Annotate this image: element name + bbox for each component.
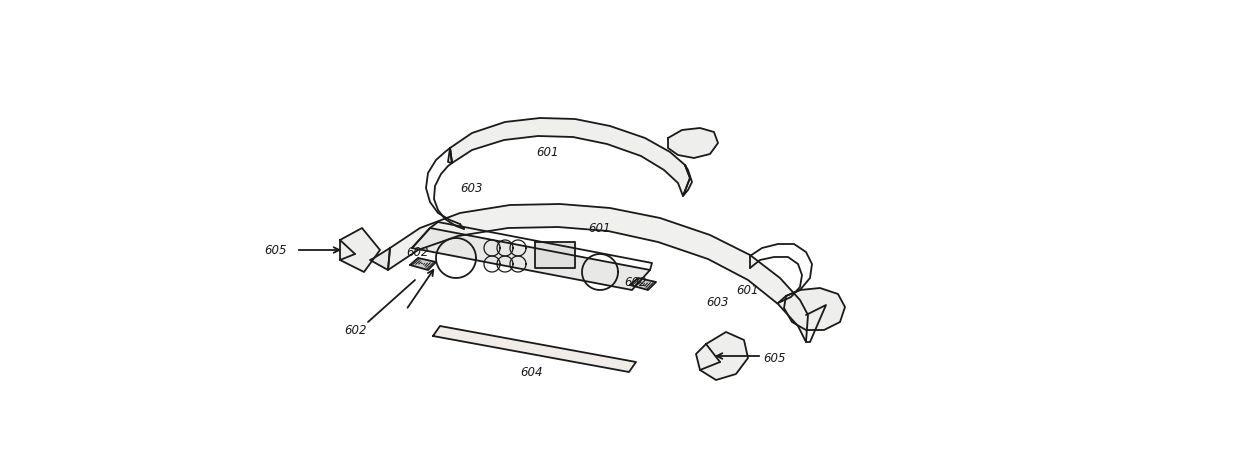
Text: 605: 605 [764, 352, 786, 365]
Text: 601: 601 [737, 283, 760, 297]
Polygon shape [536, 242, 575, 268]
Polygon shape [630, 278, 656, 290]
Text: 602: 602 [345, 323, 367, 337]
Polygon shape [410, 258, 436, 270]
Polygon shape [450, 118, 690, 196]
Polygon shape [370, 248, 391, 270]
Polygon shape [340, 228, 381, 272]
Text: 604: 604 [520, 365, 543, 379]
Text: 601: 601 [537, 146, 559, 158]
Polygon shape [433, 326, 636, 372]
Polygon shape [668, 128, 718, 158]
Text: 605: 605 [265, 244, 287, 256]
Text: 602: 602 [625, 275, 648, 289]
Text: 603: 603 [707, 295, 730, 309]
Polygon shape [412, 228, 650, 290]
Polygon shape [388, 204, 808, 342]
Polygon shape [784, 288, 845, 330]
Polygon shape [696, 332, 748, 380]
Text: 602: 602 [407, 246, 430, 258]
Text: 603: 603 [461, 182, 484, 194]
Text: 601: 601 [588, 221, 611, 235]
